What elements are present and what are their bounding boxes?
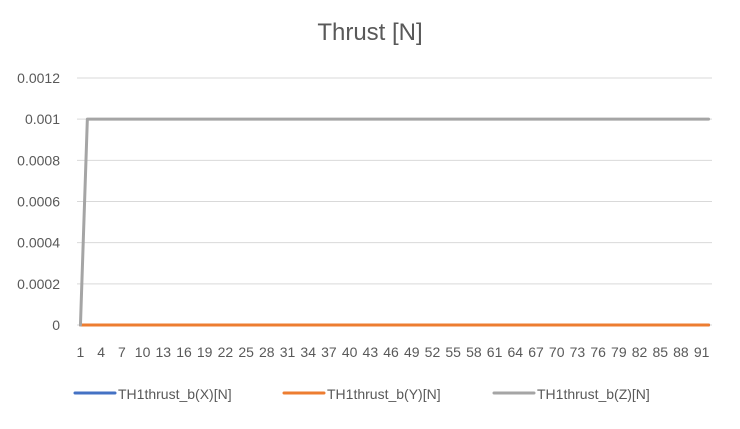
y-tick-label: 0.0004: [17, 235, 60, 251]
x-tick-label: 19: [197, 344, 213, 360]
x-tick-label: 82: [632, 344, 648, 360]
x-tick-label: 40: [342, 344, 358, 360]
chart-title: Thrust [N]: [317, 19, 422, 46]
x-tick-label: 22: [218, 344, 234, 360]
x-axis-ticks: 1 4 7 10 13 16 19 22 25 28 31 34 37 40 43 46 49 52 55 58 61 6…: [77, 344, 710, 360]
x-tick-label: 46: [383, 344, 399, 360]
y-tick-label: 0.001: [25, 111, 60, 127]
legend: TH1thrust_b(X)[N] TH1thrust_b(Y)[N] TH1thr…: [73, 386, 650, 402]
legend-label: TH1thrust_b(X)[N]: [118, 386, 232, 402]
x-tick-label: 1: [77, 344, 85, 360]
legend-label: TH1thrust_b(Y)[N]: [327, 386, 441, 402]
x-tick-label: 52: [425, 344, 441, 360]
series-lines: [78, 117, 711, 327]
legend-label: TH1thrust_b(Z)[N]: [537, 386, 650, 402]
x-tick-label: 88: [673, 344, 689, 360]
x-tick-label: 58: [466, 344, 482, 360]
x-tick-label: 16: [176, 344, 192, 360]
x-tick-label: 79: [611, 344, 627, 360]
x-tick-label: 13: [155, 344, 171, 360]
x-tick-label: 10: [135, 344, 151, 360]
x-tick-label: 73: [570, 344, 586, 360]
y-axis-ticks: 0 0.0002 0.0004 0.0006 0.0008 0.001 0.0012: [17, 70, 60, 333]
x-tick-label: 91: [694, 344, 710, 360]
x-tick-label: 7: [118, 344, 126, 360]
x-tick-label: 31: [280, 344, 296, 360]
x-tick-label: 55: [445, 344, 461, 360]
x-tick-label: 67: [528, 344, 544, 360]
y-tick-label: 0.0012: [17, 70, 60, 86]
x-tick-label: 4: [97, 344, 105, 360]
x-tick-label: 28: [259, 344, 275, 360]
y-tick-label: 0.0006: [17, 194, 60, 210]
y-tick-label: 0.0008: [17, 152, 60, 168]
y-tick-label: 0: [52, 317, 60, 333]
x-tick-label: 49: [404, 344, 420, 360]
x-tick-label: 70: [549, 344, 565, 360]
gridlines: [77, 77, 712, 326]
x-tick-label: 43: [363, 344, 379, 360]
x-tick-label: 85: [652, 344, 668, 360]
x-tick-label: 61: [487, 344, 503, 360]
x-tick-label: 76: [590, 344, 606, 360]
x-tick-label: 34: [300, 344, 316, 360]
x-tick-label: 64: [507, 344, 523, 360]
series-line-3: [78, 117, 711, 327]
y-tick-label: 0.0002: [17, 276, 60, 292]
x-tick-label: 25: [238, 344, 254, 360]
x-tick-label: 37: [321, 344, 337, 360]
